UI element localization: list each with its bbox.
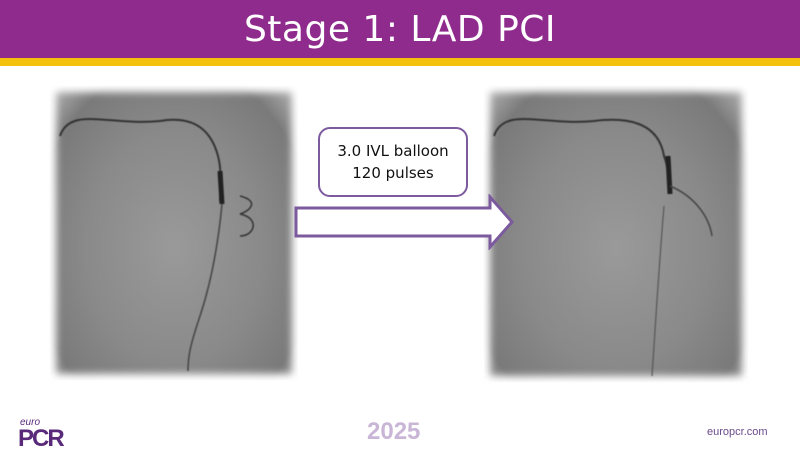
angiogram-after-image <box>484 86 748 382</box>
procedure-callout: 3.0 IVL balloon 120 pulses <box>318 127 468 197</box>
guidewire-after <box>493 118 713 377</box>
slide-title: Stage 1: LAD PCI <box>243 8 557 50</box>
title-banner: Stage 1: LAD PCI <box>0 0 800 58</box>
logo-pcr-text: PCR <box>18 425 65 452</box>
callout-line-2: 120 pulses <box>352 164 434 182</box>
callout-line-1: 3.0 IVL balloon <box>337 142 449 160</box>
accent-bar <box>0 58 800 66</box>
guidewire-before <box>59 118 254 372</box>
event-year: 2025 <box>367 418 421 445</box>
logo-euro-text: euro <box>20 417 41 428</box>
website-link[interactable]: europcr.com <box>707 426 768 438</box>
angiogram-before-image <box>50 86 298 380</box>
right-arrow-icon <box>294 194 514 250</box>
europcr-logo: euro PCR <box>18 417 65 452</box>
